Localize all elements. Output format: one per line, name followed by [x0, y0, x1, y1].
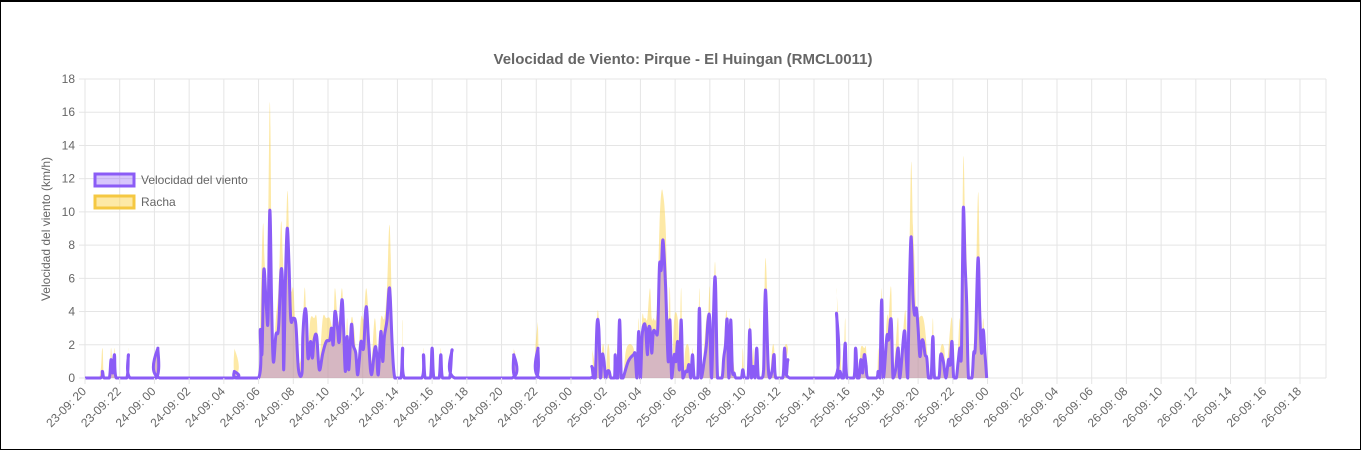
- legend-swatch-racha: [93, 194, 136, 210]
- y-tick-label: 2: [68, 338, 75, 352]
- y-tick-label: 10: [62, 205, 76, 219]
- y-tick-label: 12: [62, 172, 76, 186]
- legend: Velocidad del viento Racha: [93, 172, 248, 210]
- legend-label-velocidad: Velocidad del viento: [141, 173, 248, 187]
- y-tick-label: 0: [68, 371, 75, 385]
- series-layer: [85, 102, 989, 380]
- y-tick-label: 18: [62, 72, 76, 86]
- chart-title: Velocidad de Viento: Pirque - El Huingan…: [494, 51, 873, 68]
- legend-label-racha: Racha: [141, 195, 176, 209]
- y-tick-label: 6: [68, 271, 75, 285]
- series-line-velocidad: [85, 205, 989, 380]
- y-tick-label: 14: [62, 138, 76, 152]
- y-tick-label: 4: [68, 305, 75, 319]
- y-axis-label: Velocidad del viento (km/h): [39, 157, 53, 301]
- y-tick-label: 8: [68, 238, 75, 252]
- y-tick-label: 16: [62, 105, 76, 119]
- legend-swatch-velocidad: [93, 172, 136, 188]
- grid: [84, 78, 1327, 379]
- y-axis-ticks: 0 2 4 6 8 10 12 14 16 18: [62, 72, 85, 385]
